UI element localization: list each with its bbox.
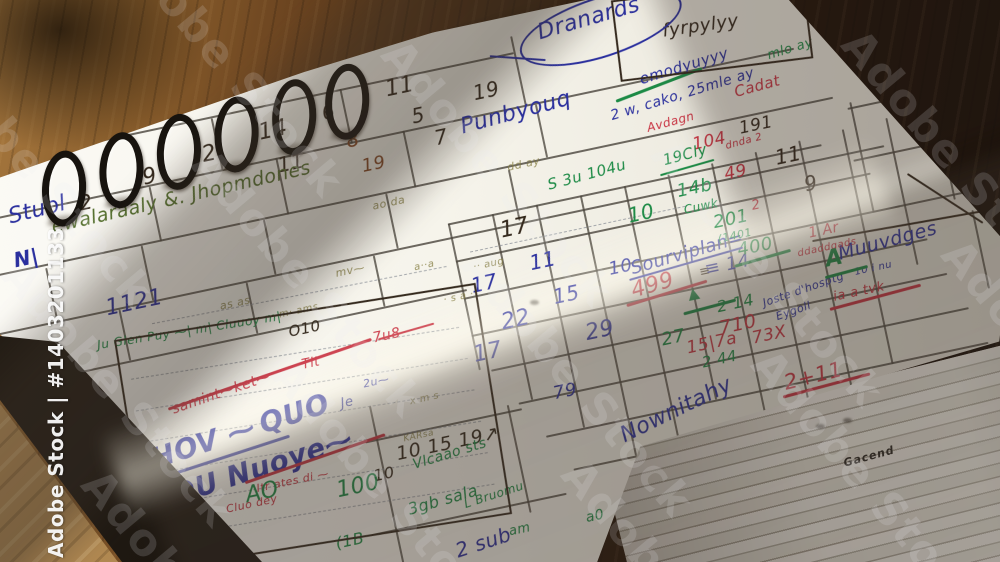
grid-vline (402, 131, 416, 188)
ink-annotation: 2 (750, 197, 762, 214)
ink-annotation: 49 (722, 160, 749, 185)
ink-annotation: 11 (527, 246, 559, 276)
ink-annotation: 9 (801, 170, 820, 197)
smudge-mark (530, 300, 539, 305)
ink-annotation: 27 (659, 324, 688, 351)
smudge-mark (816, 424, 825, 429)
ink-annotation: mv⁓ (334, 260, 367, 280)
ink-annotation: a··a (413, 258, 436, 274)
ink-annotation: N| (11, 243, 41, 273)
ink-annotation: ao da (371, 193, 407, 213)
grid-vline (507, 405, 532, 513)
ink-annotation: 79 (551, 378, 579, 405)
ink-annotation: 17 (497, 213, 532, 244)
ink-annotation: 2 44 (700, 346, 739, 372)
ink-annotation: 73X (750, 321, 789, 349)
ink-annotation: dd ay (505, 154, 542, 174)
ink-annotation: 22 (498, 304, 533, 336)
ink-annotation: 11 (772, 140, 804, 170)
smudge-mark (843, 418, 852, 423)
grid-vline (263, 220, 277, 275)
watermark-id-text: Adobe Stock | #1403201133 (44, 227, 68, 558)
ink-annotation: A (822, 244, 846, 273)
ink-annotation: 19 (359, 151, 388, 177)
ink-annotation: 7 (432, 123, 451, 151)
ink-annotation: 5 (409, 102, 428, 129)
ink-annotation: 19 (470, 76, 502, 106)
ink-annotation: dnda 2 (724, 131, 764, 152)
ink-annotation: as as (218, 293, 252, 313)
ink-annotation: 2 sub (452, 521, 515, 562)
ink-annotation: 1121 (103, 284, 166, 322)
ink-annotation: 29 (583, 315, 617, 347)
ink-annotation: a0 (584, 506, 606, 527)
ink-annotation: 15 (550, 279, 582, 309)
ink-annotation: am (507, 520, 532, 540)
ink-annotation: 11 (382, 71, 417, 103)
grid-vline (508, 169, 521, 220)
hand-drawn-box (611, 0, 814, 82)
ink-annotation: 10 (625, 198, 657, 228)
